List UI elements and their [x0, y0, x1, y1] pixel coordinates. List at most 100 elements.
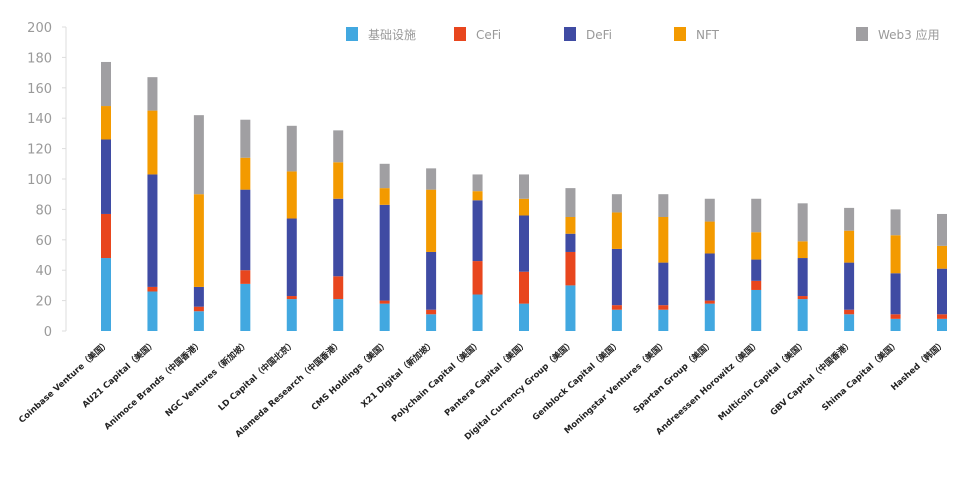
bar-segment-1 — [472, 261, 483, 295]
bar-segment-0 — [797, 299, 808, 331]
bar-segment-4 — [890, 209, 901, 236]
bar-stack — [101, 61, 111, 331]
legend-swatch — [856, 27, 868, 41]
bar-segment-0 — [286, 299, 297, 331]
bar-segment-4 — [844, 207, 855, 231]
legend-label: Web3 应用 — [878, 27, 940, 42]
bar-stack — [193, 115, 204, 331]
bar-segment-1 — [751, 280, 762, 290]
bar-segment-0 — [379, 303, 390, 331]
bar-segment-4 — [937, 213, 947, 246]
x-tick-label: X21 Digital（新加坡） — [359, 338, 437, 410]
bar-segment-3 — [379, 188, 390, 205]
bars — [101, 61, 947, 331]
bar-segment-4 — [379, 163, 390, 189]
bar-segment-1 — [565, 251, 576, 286]
y-tick-label: 100 — [27, 173, 52, 188]
y-tick-label: 0 — [44, 325, 52, 340]
bar-segment-3 — [472, 191, 483, 201]
bar-segment-0 — [519, 303, 529, 331]
bar-segment-4 — [193, 115, 204, 195]
legend-item: CeFi — [454, 27, 501, 42]
bar-segment-3 — [797, 241, 808, 259]
bar-segment-1 — [890, 314, 901, 319]
y-tick-label: 120 — [27, 143, 52, 158]
legend-item: NFT — [674, 27, 720, 42]
x-tick-label: Genblock Capital（美国） — [530, 338, 623, 423]
bar-stack — [472, 174, 483, 331]
bar-segment-3 — [658, 217, 669, 263]
bar-segment-1 — [147, 286, 158, 292]
bar-segment-2 — [193, 286, 204, 307]
legend-label: NFT — [696, 28, 720, 42]
bar-segment-3 — [101, 106, 111, 140]
bar-stack — [379, 163, 390, 331]
x-tick-label: CMS Holdings（美国） — [309, 338, 391, 413]
bar-segment-4 — [797, 203, 808, 242]
bar-segment-3 — [286, 171, 297, 219]
bar-segment-1 — [658, 305, 669, 310]
bar-segment-2 — [797, 258, 808, 297]
bar-stack — [519, 174, 529, 331]
bar-stack — [937, 213, 947, 331]
legend-label: DeFi — [586, 28, 612, 42]
bar-segment-2 — [658, 262, 669, 306]
x-tick-label: Multicoin Capital（美国） — [716, 338, 809, 423]
bar-segment-4 — [472, 174, 483, 192]
bar-segment-0 — [565, 285, 576, 331]
bar-segment-1 — [379, 300, 390, 304]
bar-segment-2 — [751, 259, 762, 281]
bar-segment-0 — [147, 291, 158, 331]
bar-segment-1 — [240, 270, 251, 284]
bar-segment-2 — [333, 198, 344, 277]
bar-segment-3 — [333, 162, 344, 199]
bar-segment-0 — [333, 299, 344, 331]
bar-segment-3 — [240, 157, 251, 190]
legend-swatch — [564, 27, 576, 41]
bar-stack — [565, 188, 576, 331]
bar-segment-1 — [937, 314, 947, 319]
y-tick-label: 160 — [27, 82, 52, 97]
bar-segment-4 — [101, 61, 111, 107]
bar-segment-2 — [704, 253, 715, 301]
bar-segment-3 — [565, 217, 576, 234]
bar-stack — [890, 209, 901, 331]
y-tick-label: 200 — [27, 21, 52, 36]
bar-segment-2 — [611, 248, 622, 306]
bar-stack — [751, 198, 762, 331]
x-tick-label: Polychain Capital（美国） — [389, 338, 483, 424]
bar-segment-4 — [658, 194, 669, 217]
legend: 基础设施 CeFi DeFi NFT Web3 应用 — [346, 27, 940, 42]
bar-segment-1 — [426, 309, 437, 315]
y-tick-label: 20 — [35, 295, 52, 310]
bar-segment-4 — [751, 198, 762, 233]
bar-segment-3 — [704, 221, 715, 254]
bar-stack — [240, 119, 251, 331]
bar-segment-2 — [379, 204, 390, 301]
bar-segment-2 — [844, 262, 855, 310]
bar-segment-0 — [844, 314, 855, 331]
bar-segment-1 — [704, 300, 715, 304]
bar-segment-0 — [937, 318, 947, 331]
bar-stack — [658, 194, 669, 331]
bar-stack — [147, 77, 158, 331]
legend-item: 基础设施 — [346, 27, 416, 42]
bar-segment-0 — [193, 311, 204, 331]
x-tick-label: GBV Capital（中国香港） — [768, 338, 855, 418]
bar-segment-3 — [193, 194, 204, 287]
x-tick-label: Spartan Group（美国） — [631, 338, 716, 416]
y-tick-label: 140 — [27, 112, 52, 127]
bar-stack — [611, 194, 622, 331]
y-tick-label: 40 — [35, 264, 52, 279]
x-axis-labels: Coinbase Venture（美国）AU21 Capital（美国）Anim… — [16, 338, 948, 442]
bar-segment-3 — [890, 235, 901, 274]
bar-segment-0 — [658, 309, 669, 331]
bar-segment-3 — [147, 110, 158, 175]
bar-stack — [426, 168, 437, 331]
y-tick-label: 80 — [35, 203, 52, 218]
x-tick-label: Animoce Brands（中国香港） — [102, 338, 205, 432]
x-tick-label: AU21 Capital（美国） — [80, 338, 158, 410]
bar-segment-4 — [147, 77, 158, 111]
x-tick-label: Coinbase Venture（美国） — [16, 338, 112, 426]
x-tick-label: Moningstar Ventures（美国） — [562, 338, 669, 436]
